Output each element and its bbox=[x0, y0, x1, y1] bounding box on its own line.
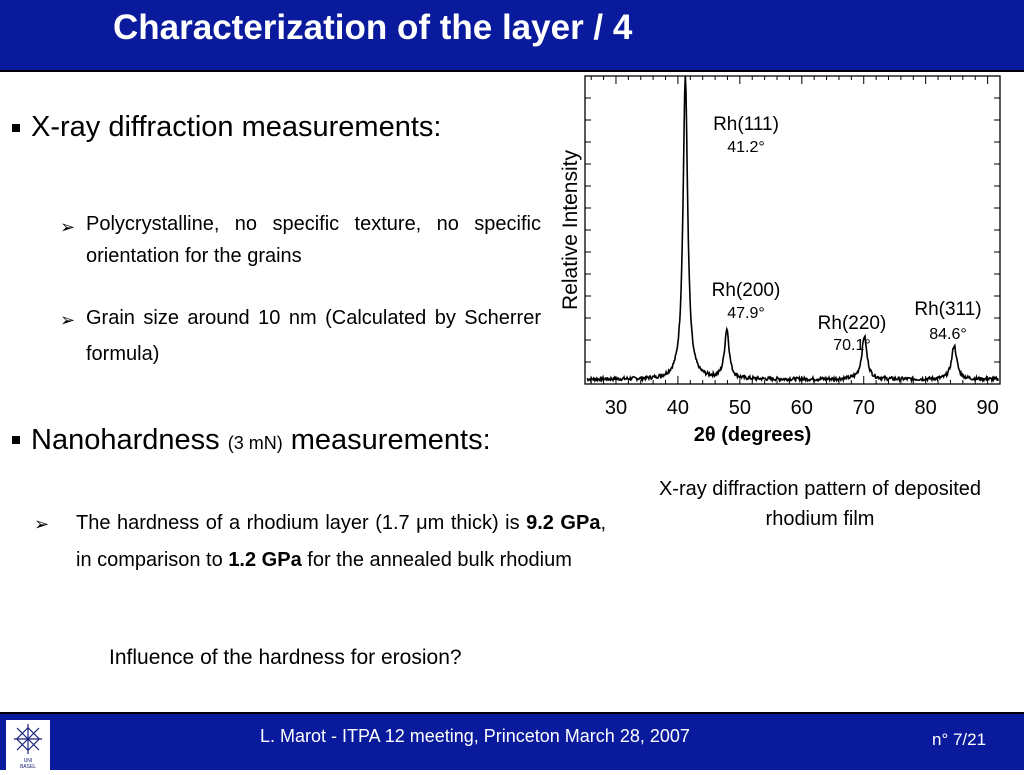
erosion-question: Influence of the hardness for erosion? bbox=[109, 646, 462, 669]
peak-angle-label: 70.1° bbox=[833, 337, 871, 354]
nano-heading-post: measurements: bbox=[290, 424, 491, 456]
xrd-point-grain-size: Grain size around 10 nm (Calculated by S… bbox=[86, 307, 541, 365]
nano-value-layer: 9.2 GPa bbox=[526, 512, 601, 534]
x-tick-label: 30 bbox=[605, 397, 627, 419]
svg-text:UNI: UNI bbox=[24, 758, 33, 764]
y-axis-label: Relative Intensity bbox=[559, 150, 582, 310]
bullet-square-icon bbox=[12, 124, 20, 132]
footer-bar: UNI BASEL L. Marot - ITPA 12 meeting, Pr… bbox=[0, 712, 1024, 770]
xrd-series-line bbox=[586, 75, 999, 384]
arrow-bullet-icon: ➢ bbox=[60, 217, 76, 237]
nano-point-text: for the annealed bulk rhodium bbox=[307, 549, 572, 571]
nano-point-text: , in comparison to bbox=[76, 512, 607, 571]
x-tick-label: 60 bbox=[791, 397, 813, 419]
nano-point-text: The hardness of a rhodium layer (1.7 μm … bbox=[76, 512, 520, 534]
x-tick-label: 50 bbox=[729, 397, 751, 419]
peak-label: Rh(311) bbox=[914, 299, 981, 320]
peak-angle-label: 47.9° bbox=[727, 305, 765, 322]
x-tick-label: 90 bbox=[976, 397, 998, 419]
university-logo: UNI BASEL bbox=[6, 720, 50, 770]
page-number: n° 7/21 bbox=[932, 730, 987, 749]
arrow-bullet-icon: ➢ bbox=[60, 310, 76, 330]
x-axis-label: 2θ (degrees) bbox=[694, 424, 812, 446]
slide-title: Characterization of the layer / 4 bbox=[113, 8, 633, 47]
nano-point: The hardness of a rhodium layer (1.7 μm … bbox=[76, 505, 606, 579]
footer-text: L. Marot - ITPA 12 meeting, Princeton Ma… bbox=[260, 726, 690, 746]
nano-heading: Nanohardness (3 mN) measurements: bbox=[31, 424, 491, 457]
x-tick-label: 40 bbox=[667, 397, 689, 419]
xrd-point-texture: Polycrystalline, no specific texture, no… bbox=[86, 213, 541, 267]
xrd-heading: X-ray diffraction measurements: bbox=[31, 111, 442, 143]
peak-label: Rh(220) bbox=[818, 313, 887, 334]
peak-label: Rh(111) bbox=[713, 114, 779, 135]
peak-angle-label: 41.2° bbox=[727, 139, 765, 156]
bullet-square-icon bbox=[12, 436, 20, 444]
title-bar: Characterization of the layer / 4 bbox=[0, 0, 1024, 72]
peak-label: Rh(200) bbox=[712, 280, 781, 301]
xrd-chart: 30 40 50 60 70 80 90 Rh(111) 41.2° Rh(200) 47.9° Rh… bbox=[559, 75, 1001, 446]
arrow-bullet-icon: ➢ bbox=[34, 514, 50, 534]
nano-heading-pre: Nanohardness bbox=[31, 424, 220, 456]
x-tick-label: 70 bbox=[853, 397, 875, 419]
chart-caption: X-ray diffraction pattern of deposited r… bbox=[658, 478, 982, 530]
nano-heading-small: (3 mN) bbox=[227, 433, 283, 453]
peak-angle-label: 84.6° bbox=[929, 326, 967, 343]
x-tick-label: 80 bbox=[915, 397, 937, 419]
nano-value-bulk: 1.2 GPa bbox=[228, 549, 302, 571]
svg-text:BASEL: BASEL bbox=[20, 764, 36, 770]
